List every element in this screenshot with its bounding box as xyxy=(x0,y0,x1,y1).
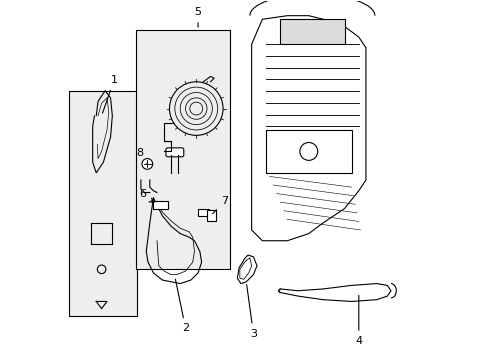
Text: 8: 8 xyxy=(136,148,147,164)
Bar xyxy=(135,30,230,269)
Polygon shape xyxy=(251,16,365,241)
FancyBboxPatch shape xyxy=(165,148,183,157)
Bar xyxy=(153,202,167,208)
Text: 5: 5 xyxy=(194,7,201,27)
Bar xyxy=(265,130,351,173)
Bar xyxy=(69,91,137,316)
Text: 3: 3 xyxy=(246,284,256,339)
Circle shape xyxy=(142,158,152,169)
Bar xyxy=(198,208,208,216)
Text: 6: 6 xyxy=(139,189,153,203)
Text: 4: 4 xyxy=(354,295,362,346)
Text: 7: 7 xyxy=(212,197,228,214)
Text: 1: 1 xyxy=(102,75,118,113)
Bar xyxy=(206,210,216,221)
Bar xyxy=(280,19,344,44)
Text: 2: 2 xyxy=(175,279,189,333)
